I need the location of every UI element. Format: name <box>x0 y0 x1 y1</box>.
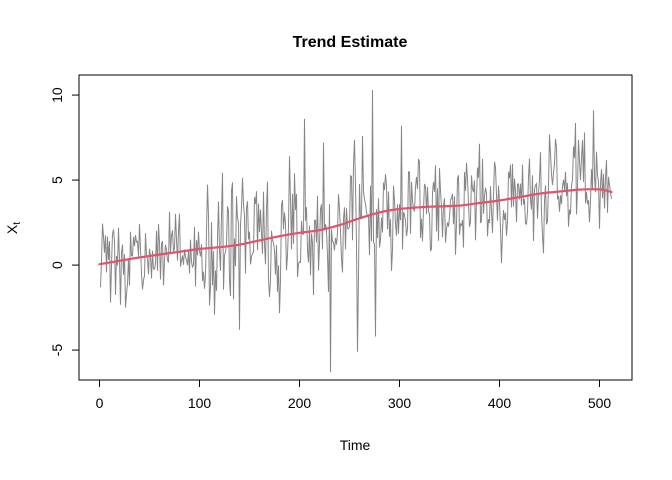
x-axis-label: Time <box>340 437 371 453</box>
y-tick-label: 5 <box>49 176 65 184</box>
observed-series-line <box>100 89 612 373</box>
x-tick-label: 100 <box>188 395 212 411</box>
y-axis-ticks: -5 0 5 10 <box>49 87 79 356</box>
plot-series <box>98 89 613 373</box>
x-tick-label: 200 <box>288 395 312 411</box>
y-axis-label-subscript: t <box>12 222 23 225</box>
y-tick-label: -5 <box>49 344 65 357</box>
plot-border <box>78 74 633 381</box>
x-tick-label: 500 <box>588 395 612 411</box>
x-tick-label: 400 <box>488 395 512 411</box>
y-axis-label: Xt <box>4 222 23 234</box>
chart-title: Trend Estimate <box>293 34 408 51</box>
y-tick-label: 10 <box>49 87 65 103</box>
x-tick-label: 300 <box>388 395 412 411</box>
y-axis-label-main: X <box>4 224 20 234</box>
x-tick-label: 0 <box>96 395 104 411</box>
x-axis-ticks: 0 100 200 300 400 500 <box>96 380 612 411</box>
trend-line <box>98 188 613 266</box>
y-tick-label: 0 <box>49 261 65 269</box>
